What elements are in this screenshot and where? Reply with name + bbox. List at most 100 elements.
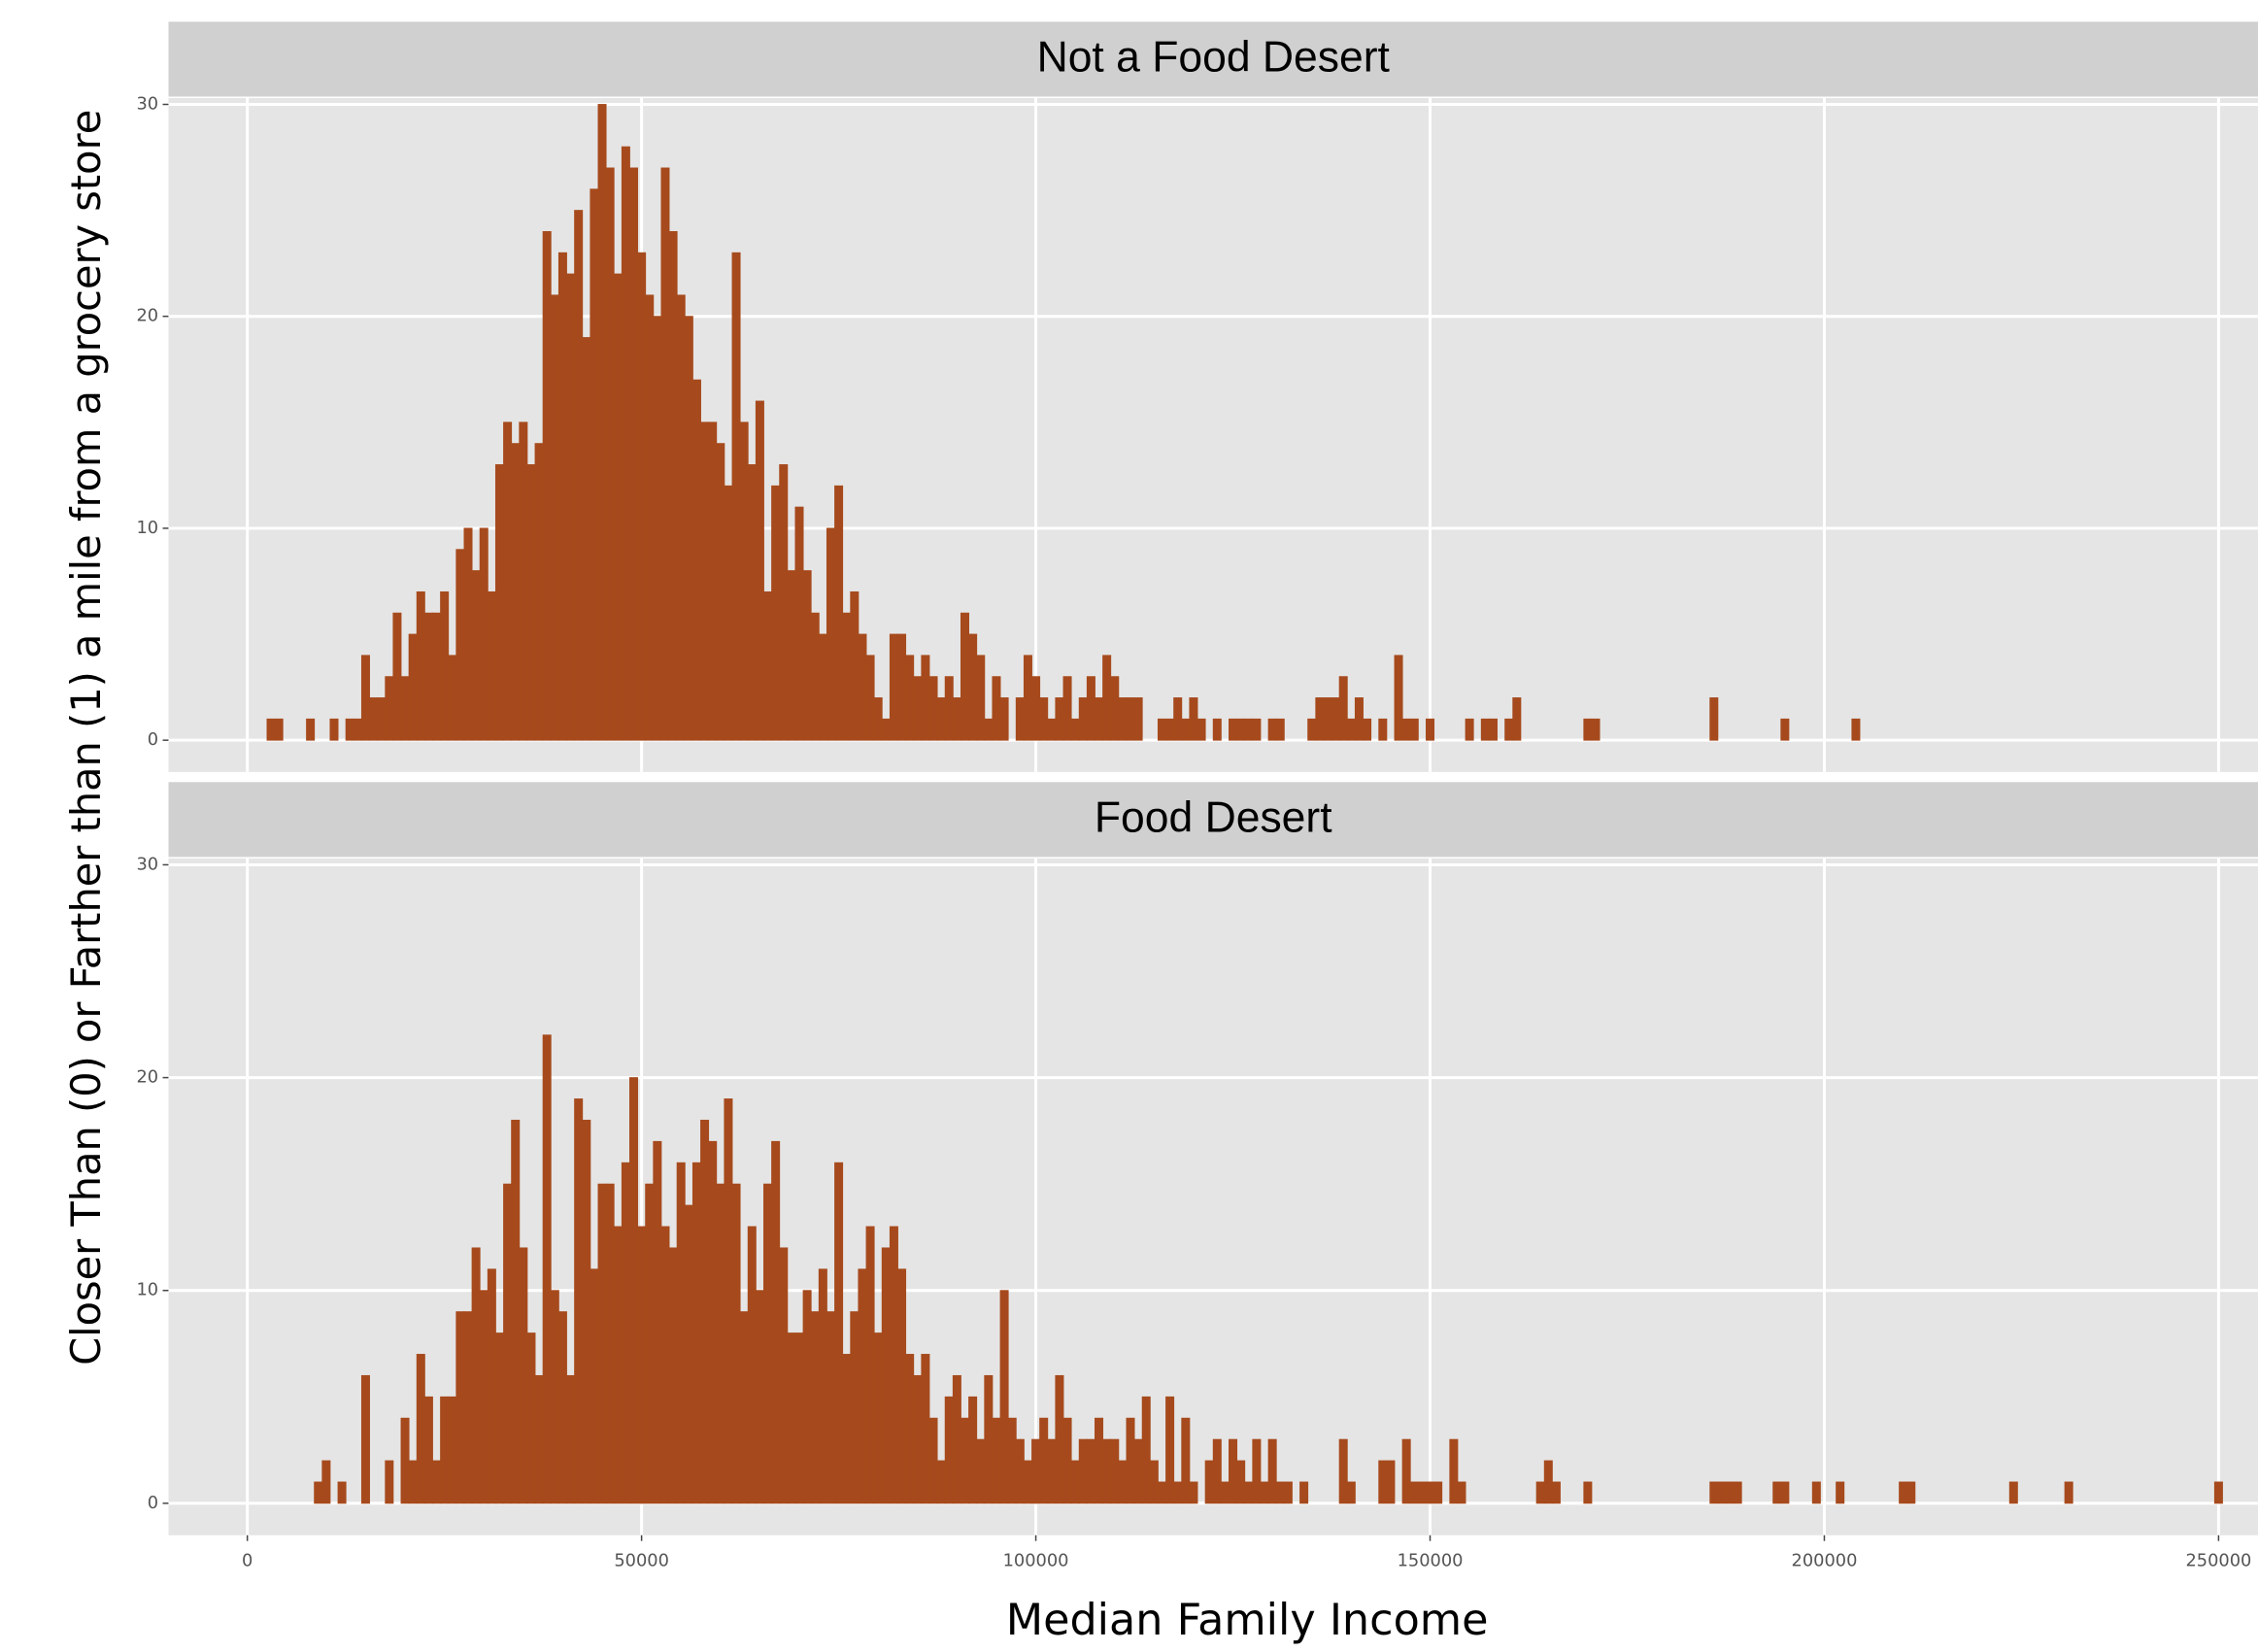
bar bbox=[613, 273, 623, 741]
bar bbox=[1401, 718, 1411, 741]
bar bbox=[613, 1226, 623, 1504]
bar bbox=[637, 252, 647, 741]
bar bbox=[1141, 1396, 1151, 1504]
bar bbox=[952, 697, 961, 741]
bar bbox=[1031, 1438, 1041, 1504]
bar bbox=[1260, 1481, 1269, 1504]
bar bbox=[960, 1417, 970, 1504]
bar bbox=[1283, 1481, 1293, 1504]
bar bbox=[1229, 1438, 1238, 1504]
bar bbox=[1346, 718, 1356, 741]
bar bbox=[660, 167, 670, 741]
bar bbox=[1157, 718, 1166, 741]
bar bbox=[1149, 1460, 1159, 1504]
bar bbox=[960, 612, 970, 741]
y-tick-label: 10 bbox=[136, 518, 158, 538]
bar bbox=[976, 655, 986, 741]
bar bbox=[423, 1396, 433, 1504]
bar bbox=[605, 167, 615, 741]
bar bbox=[1465, 718, 1474, 741]
y-axis-label: Closer Than (0) or Farther than (1) a mi… bbox=[62, 110, 110, 1365]
bar bbox=[1229, 718, 1238, 741]
bar bbox=[557, 252, 567, 741]
bar bbox=[700, 1119, 710, 1504]
bar bbox=[1457, 1481, 1466, 1504]
bar bbox=[779, 1247, 789, 1504]
bar bbox=[1252, 718, 1262, 741]
bar bbox=[1070, 1460, 1080, 1504]
bar bbox=[574, 210, 584, 741]
bar bbox=[408, 1460, 418, 1504]
bar bbox=[645, 1183, 655, 1504]
bar bbox=[881, 1247, 891, 1504]
bar bbox=[676, 1162, 686, 1504]
bar bbox=[1583, 718, 1593, 741]
bar bbox=[865, 655, 875, 741]
bar bbox=[2064, 1481, 2073, 1504]
bar bbox=[992, 1417, 1001, 1504]
bar bbox=[471, 570, 481, 741]
bar bbox=[984, 718, 994, 741]
bar bbox=[574, 1098, 584, 1504]
bar bbox=[494, 464, 504, 741]
bar bbox=[739, 1311, 749, 1504]
bar bbox=[1504, 718, 1514, 741]
bar bbox=[590, 188, 599, 741]
bar bbox=[463, 527, 473, 741]
bar bbox=[494, 1332, 504, 1504]
bar bbox=[936, 697, 946, 741]
bar bbox=[416, 1354, 425, 1504]
bar bbox=[928, 1417, 938, 1504]
bar bbox=[1181, 1417, 1191, 1504]
bar bbox=[1252, 1438, 1262, 1504]
bar bbox=[1378, 718, 1388, 741]
bar bbox=[423, 612, 433, 741]
bar bbox=[266, 718, 276, 741]
bar bbox=[1409, 718, 1419, 741]
bar bbox=[660, 1226, 670, 1504]
bar bbox=[1591, 718, 1601, 741]
bar bbox=[826, 527, 835, 741]
bar bbox=[968, 633, 978, 741]
bar bbox=[834, 485, 844, 741]
bar bbox=[708, 421, 718, 741]
bar bbox=[684, 316, 693, 741]
bar bbox=[1417, 1481, 1427, 1504]
bar bbox=[566, 1374, 576, 1504]
bar bbox=[2213, 1481, 2223, 1504]
bar bbox=[1189, 1481, 1198, 1504]
bar bbox=[999, 697, 1009, 741]
bar bbox=[873, 1332, 883, 1504]
bar bbox=[691, 1162, 701, 1504]
bar bbox=[653, 316, 662, 741]
bar bbox=[1110, 676, 1120, 741]
bar bbox=[802, 1290, 812, 1504]
bar bbox=[306, 718, 316, 741]
bar bbox=[1346, 1481, 1356, 1504]
bar bbox=[487, 590, 496, 741]
bar bbox=[1772, 1481, 1782, 1504]
bar bbox=[1717, 1481, 1727, 1504]
bar bbox=[653, 1140, 662, 1504]
bar bbox=[897, 633, 907, 741]
bar bbox=[1047, 718, 1057, 741]
bar bbox=[724, 485, 733, 741]
bar bbox=[992, 676, 1001, 741]
strip-label: Not a Food Desert bbox=[1037, 33, 1391, 81]
bar bbox=[1126, 1417, 1135, 1504]
bar bbox=[889, 633, 898, 741]
bar bbox=[597, 104, 607, 741]
bar bbox=[605, 1183, 615, 1504]
bar bbox=[1023, 1460, 1032, 1504]
bar bbox=[724, 1098, 733, 1504]
bar bbox=[873, 697, 883, 741]
bar bbox=[479, 1290, 489, 1504]
bar bbox=[526, 464, 536, 741]
bar bbox=[1535, 1481, 1545, 1504]
y-tick-label: 30 bbox=[136, 94, 158, 115]
bar bbox=[1426, 1481, 1435, 1504]
bar bbox=[1780, 718, 1790, 741]
bar bbox=[865, 1226, 875, 1504]
bar bbox=[936, 1460, 946, 1504]
